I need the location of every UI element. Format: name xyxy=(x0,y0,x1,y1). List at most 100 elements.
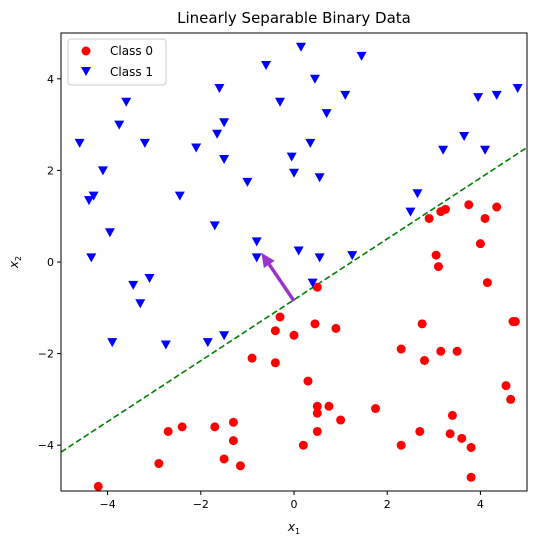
class-1-point xyxy=(473,93,484,103)
class-1-point xyxy=(305,138,316,148)
class-1-point xyxy=(107,338,118,348)
class-1-point xyxy=(438,145,449,155)
class-1-point xyxy=(295,42,306,52)
class-0-point xyxy=(440,204,450,214)
class-0-point xyxy=(298,440,308,450)
class-0-point xyxy=(396,344,406,354)
class-0-point xyxy=(464,200,474,210)
class-1-point xyxy=(88,191,99,201)
class-0-point xyxy=(396,440,406,450)
class-1-point xyxy=(480,145,491,155)
class-1-point xyxy=(214,83,225,93)
class-1-point xyxy=(356,51,367,61)
class-1-point xyxy=(286,152,297,162)
class-0-point xyxy=(312,401,322,411)
class-0-point xyxy=(154,459,164,469)
class-1-point xyxy=(347,251,358,261)
class-0-point xyxy=(466,442,476,452)
class-1-point xyxy=(309,74,320,84)
y-tick-label: 4 xyxy=(47,73,54,86)
x-tick-label: 0 xyxy=(291,498,298,511)
class-1-point xyxy=(242,177,253,187)
y-tick-label: 0 xyxy=(47,256,54,269)
class-0-point xyxy=(371,404,381,414)
class-1-point xyxy=(209,221,220,231)
class-1-point xyxy=(293,246,304,256)
class-1-point xyxy=(289,168,299,178)
class-0-point xyxy=(336,415,346,425)
x-tick-label: 2 xyxy=(384,498,391,511)
class-0-point xyxy=(431,250,441,260)
class-0-point xyxy=(492,202,502,212)
class-1-point xyxy=(191,143,202,153)
class-0-point xyxy=(177,422,187,432)
legend: Class 0 Class 1 xyxy=(67,38,167,86)
x-tick-label: −4 xyxy=(99,498,115,511)
class-1-point xyxy=(83,196,94,206)
y-tick-label: −4 xyxy=(38,439,54,452)
class-0-point xyxy=(506,394,516,404)
class-1-point xyxy=(144,274,155,284)
class-0-point xyxy=(415,426,425,436)
class-0-point xyxy=(289,330,299,340)
class-0-point xyxy=(419,355,429,365)
class-1-point xyxy=(307,278,318,288)
data-points-layer xyxy=(74,42,523,491)
class-0-point xyxy=(210,422,220,432)
plot-frame-bg xyxy=(61,33,527,491)
chart-title: Linearly Separable Binary Data xyxy=(177,9,411,27)
class-0-point xyxy=(324,401,334,411)
x-axis-ticks: −4 −2 0 2 4 xyxy=(99,491,484,511)
class-1-point xyxy=(251,253,262,263)
class-0-point xyxy=(303,376,313,386)
decision-boundary-layer xyxy=(60,146,528,453)
normal-vector-layer xyxy=(261,252,296,302)
class-1-point xyxy=(74,138,85,148)
class-0-point xyxy=(270,358,280,368)
class-0-point xyxy=(228,417,238,427)
class-0-point xyxy=(482,278,492,288)
class-0-point xyxy=(219,454,229,464)
class-1-point xyxy=(86,253,97,263)
class-0-point xyxy=(275,312,285,322)
class-1-point xyxy=(219,331,230,341)
y-axis-label: x2 xyxy=(7,256,23,269)
class-1-point xyxy=(340,90,351,100)
normal-vector-head xyxy=(261,252,275,269)
class-0-point xyxy=(331,323,341,333)
class-0-point xyxy=(93,481,103,491)
normal-vector-shaft xyxy=(267,263,296,302)
class-0-point xyxy=(163,426,173,436)
class-0-point xyxy=(501,381,511,391)
y-axis-ticks: −4 −2 0 2 4 xyxy=(38,73,61,452)
class-0-point xyxy=(424,213,434,223)
class-0-point xyxy=(510,317,520,327)
class-0-point xyxy=(312,282,322,292)
class-1-point xyxy=(321,109,332,119)
class-0-point xyxy=(235,461,245,471)
class-1-point xyxy=(459,132,470,142)
legend-label-class-0: Class 0 xyxy=(110,44,153,58)
class-1-point xyxy=(104,228,115,238)
class-0-point xyxy=(312,426,322,436)
class-0-point xyxy=(466,472,476,482)
legend-box xyxy=(67,38,167,86)
legend-marker-class-1 xyxy=(81,67,91,76)
class-0-point xyxy=(247,353,257,363)
class-0-point xyxy=(436,346,446,356)
class-1-point xyxy=(491,90,502,100)
class-1-point xyxy=(314,173,325,183)
class-0-point xyxy=(445,429,455,439)
class-1-point xyxy=(160,340,171,350)
legend-marker-class-0 xyxy=(81,46,91,56)
x-tick-label: −2 xyxy=(193,498,209,511)
class-0-point xyxy=(417,319,427,329)
class-0-point xyxy=(433,262,443,272)
class-0-point xyxy=(310,319,320,329)
class-0-point xyxy=(447,410,457,420)
class-1-point xyxy=(275,97,286,107)
class-1-point xyxy=(314,253,325,263)
class-0-point xyxy=(312,408,322,418)
class-1-point xyxy=(121,97,132,107)
